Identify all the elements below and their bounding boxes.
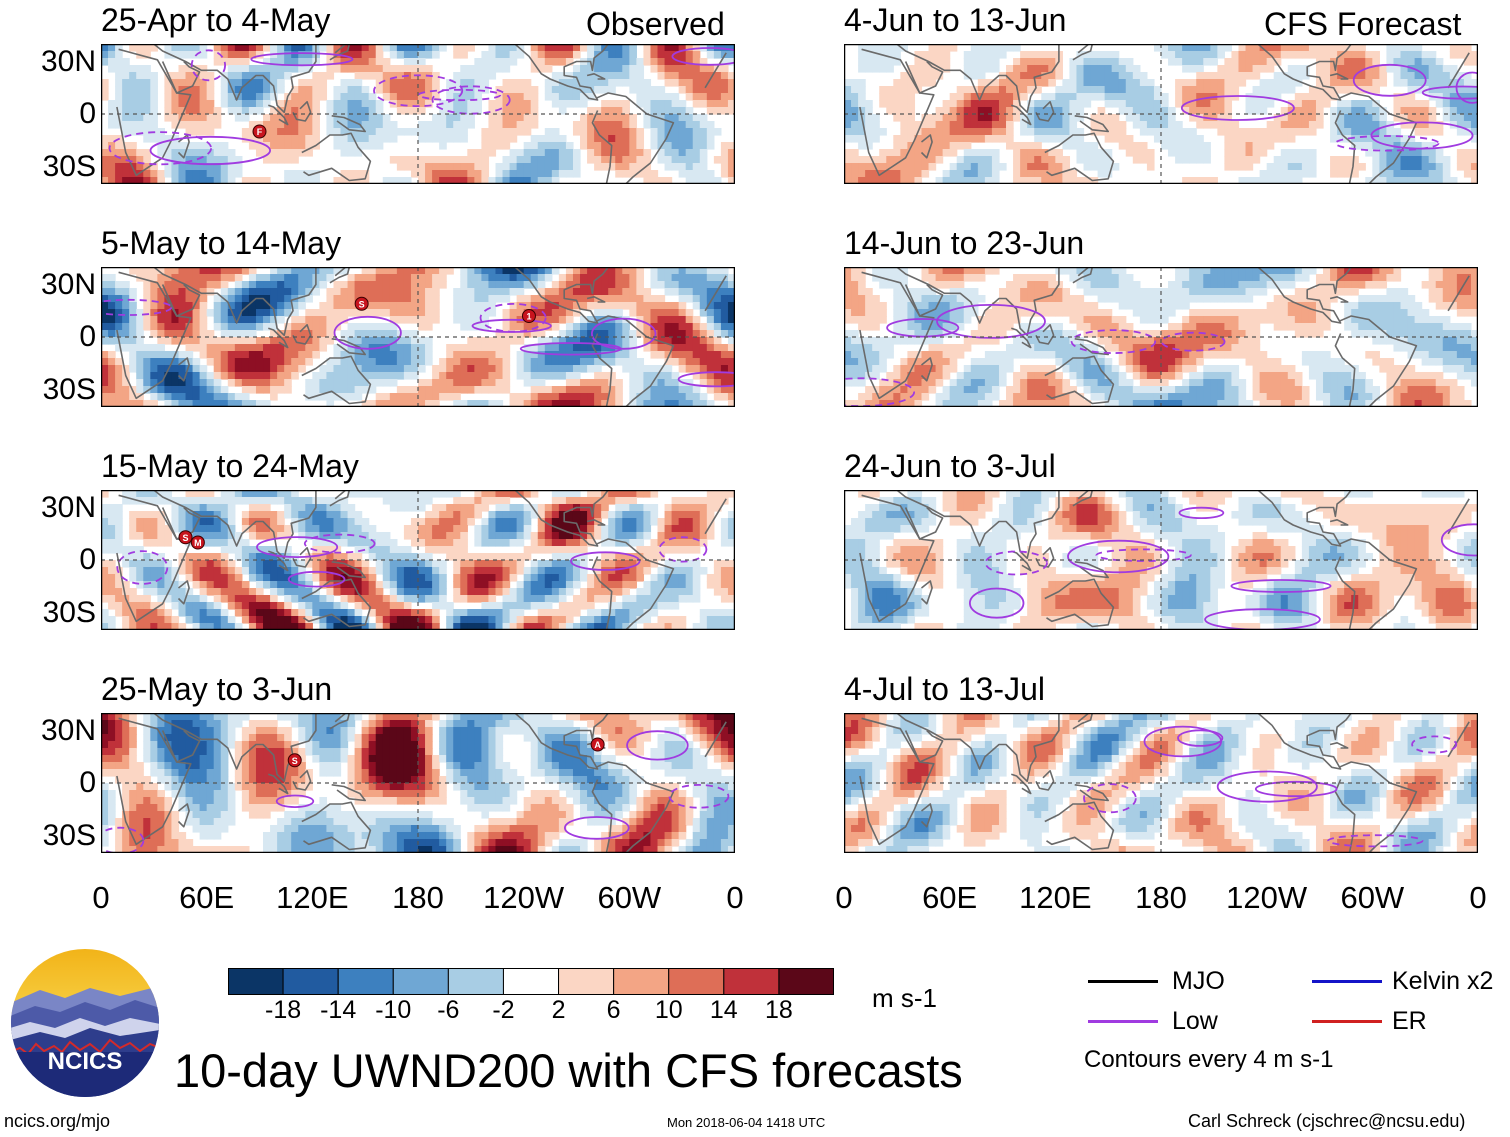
- colorbar-swatch: [558, 968, 615, 995]
- x-tick-label: 60E: [179, 880, 235, 915]
- svg-text:1: 1: [526, 312, 531, 322]
- colorbar-swatch: [282, 968, 339, 995]
- observed-panel-title-1: 25-Apr to 4-May: [101, 2, 331, 38]
- x-tick-label: 180: [1135, 880, 1187, 915]
- storm-marker: 1: [521, 309, 536, 323]
- legend-er-label: ER: [1392, 1007, 1427, 1035]
- forecast-map-1: [844, 44, 1478, 184]
- colorbar-level-label: 10: [654, 996, 683, 1024]
- storm-marker: M: [190, 535, 205, 550]
- forecast-panel-title-4: 4-Jul to 13-Jul: [844, 671, 1045, 707]
- y-tick-label: 30N: [40, 490, 96, 524]
- colorbar: [228, 968, 834, 995]
- colorbar-swatch: [502, 968, 560, 995]
- observed-map-3: SM: [101, 490, 735, 630]
- colorbar-level-label: -10: [375, 996, 412, 1024]
- x-tick-label: 120E: [1019, 880, 1092, 915]
- storm-marker: S: [354, 296, 369, 311]
- svg-text:M: M: [194, 538, 202, 548]
- colorbar-swatch: [723, 968, 780, 995]
- legend-mjo-line: [1088, 980, 1158, 983]
- y-tick-label: 0: [79, 97, 96, 130]
- x-tick-label: 60E: [922, 880, 978, 915]
- x-tick-label: 0: [835, 880, 853, 915]
- y-tick-label: 30N: [40, 44, 96, 78]
- legend-low-label: Low: [1172, 1007, 1218, 1035]
- colorbar-level-label: 14: [709, 996, 738, 1024]
- observed-map-4: SA: [101, 713, 735, 853]
- y-tick-label: 0: [79, 543, 96, 576]
- y-tick-label: 30S: [42, 149, 96, 183]
- contour-note: Contours every 4 m s-1: [1084, 1046, 1334, 1073]
- colorbar-swatch: [613, 968, 670, 995]
- observed-panel-title-2: 5-May to 14-May: [101, 225, 342, 261]
- observed-panel-title-4: 25-May to 3-Jun: [101, 671, 333, 707]
- legend-kelvin-line: [1312, 980, 1382, 983]
- observed-panel-title-3: 15-May to 24-May: [101, 448, 359, 484]
- colorbar-level-label: -18: [265, 996, 302, 1024]
- x-tick-label: 60W: [597, 880, 662, 915]
- svg-text:S: S: [359, 299, 365, 309]
- x-tick-label: 120E: [276, 880, 349, 915]
- colorbar-units: m s-1: [872, 983, 937, 1013]
- colorbar-swatch: [668, 968, 725, 995]
- x-tick-label: 180: [392, 880, 444, 915]
- forecast-header: CFS Forecast: [1264, 6, 1462, 42]
- storm-marker: A: [590, 737, 605, 752]
- x-tick-label: 60W: [1340, 880, 1405, 915]
- y-tick-label: 0: [79, 320, 96, 353]
- legend-kelvin-label: Kelvin x2: [1392, 967, 1494, 995]
- colorbar-swatch: [228, 968, 284, 995]
- x-tick-label: 0: [726, 880, 744, 915]
- forecast-map-2: [844, 267, 1478, 407]
- svg-text:S: S: [183, 533, 189, 543]
- forecast-map-4: [844, 713, 1478, 853]
- colorbar-swatch: [392, 968, 449, 995]
- colorbar-swatch: [447, 968, 504, 995]
- y-tick-label: 30S: [42, 372, 96, 406]
- x-tick-label: 120W: [1226, 880, 1308, 915]
- x-tick-label: 0: [1469, 880, 1487, 915]
- colorbar-level-label: -2: [492, 996, 515, 1024]
- footer-author: Carl Schreck (cjschrec@ncsu.edu): [1188, 1111, 1466, 1131]
- colorbar-level-label: 18: [765, 996, 793, 1024]
- x-tick-label: 120W: [483, 880, 565, 915]
- storm-marker: S: [178, 530, 193, 545]
- footer-timestamp: Mon 2018-06-04 1418 UTC: [667, 1115, 826, 1130]
- y-tick-label: 30N: [40, 713, 96, 747]
- storm-marker: F: [252, 124, 267, 139]
- logo-text: NCICS: [48, 1048, 123, 1075]
- forecast-panel-title-3: 24-Jun to 3-Jul: [844, 448, 1056, 484]
- colorbar-level-label: -14: [320, 996, 357, 1024]
- svg-text:F: F: [257, 127, 263, 137]
- x-tick-label: 0: [92, 880, 110, 915]
- footer-site: ncics.org/mjo: [4, 1111, 111, 1131]
- forecast-panel-title-2: 14-Jun to 23-Jun: [844, 225, 1085, 261]
- legend-er-line: [1312, 1020, 1382, 1023]
- colorbar-swatch: [778, 968, 834, 995]
- main-title: 10-day UWND200 with CFS forecasts: [174, 1044, 963, 1097]
- y-tick-label: 0: [79, 766, 96, 799]
- y-tick-label: 30S: [42, 818, 96, 852]
- colorbar-level-label: 6: [606, 996, 621, 1024]
- y-tick-label: 30N: [40, 267, 96, 301]
- ncics-logo: NCICS: [11, 949, 159, 1097]
- storm-marker: S: [287, 753, 302, 768]
- y-tick-label: 30S: [42, 595, 96, 629]
- forecast-map-3: [844, 490, 1478, 630]
- legend-mjo-label: MJO: [1172, 967, 1225, 995]
- legend-low-line: [1088, 1020, 1158, 1023]
- colorbar-swatch: [337, 968, 394, 995]
- observed-map-1: F: [101, 44, 735, 184]
- observed-map-2: S1: [101, 267, 735, 407]
- observed-header: Observed: [586, 6, 725, 42]
- colorbar-level-label: 2: [551, 996, 566, 1024]
- colorbar-level-label: -6: [437, 996, 460, 1024]
- forecast-panel-title-1: 4-Jun to 13-Jun: [844, 2, 1067, 38]
